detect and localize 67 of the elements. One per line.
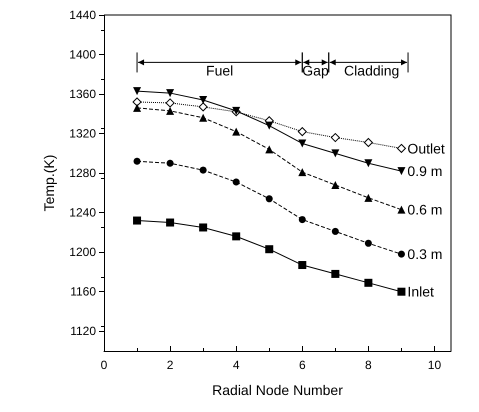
series-label: Inlet xyxy=(407,284,434,300)
point xyxy=(331,270,340,278)
point xyxy=(232,232,240,240)
y-tick-label: 1360 xyxy=(69,87,96,102)
point xyxy=(265,122,274,130)
point xyxy=(166,160,174,167)
series-label: 0.9 m xyxy=(407,163,442,180)
point xyxy=(166,98,175,108)
point xyxy=(364,138,373,147)
y-tick-label: 1160 xyxy=(70,284,96,299)
y-tick-label: 1400 xyxy=(69,48,96,62)
point xyxy=(265,245,274,254)
x-tick-label: 10 xyxy=(428,358,442,372)
point xyxy=(198,102,208,112)
y-tick-label: 1320 xyxy=(69,126,96,141)
point xyxy=(166,106,174,115)
point xyxy=(364,194,372,202)
point xyxy=(298,168,306,176)
point xyxy=(331,180,340,189)
point xyxy=(265,145,274,154)
x-axis-title: Radial Node Number xyxy=(212,382,344,398)
point xyxy=(298,139,306,148)
annotation: Gap xyxy=(302,62,329,78)
point xyxy=(298,127,307,136)
point xyxy=(364,159,372,168)
point xyxy=(364,240,372,247)
series-label: Outlet xyxy=(407,140,445,156)
point xyxy=(331,149,340,158)
point xyxy=(232,128,240,136)
point xyxy=(134,158,141,165)
point xyxy=(166,218,174,227)
point xyxy=(298,261,306,270)
point xyxy=(364,278,372,287)
point xyxy=(132,97,142,106)
y-tick-label: 1240 xyxy=(69,206,96,220)
point xyxy=(232,178,240,186)
y-tick-label: 1200 xyxy=(69,245,96,260)
point xyxy=(330,133,340,142)
y-tick-label: 1440 xyxy=(69,8,96,22)
point xyxy=(398,250,405,258)
point xyxy=(332,228,339,235)
x-tick-label: 4 xyxy=(232,358,240,372)
annotation: Cladding xyxy=(344,62,400,78)
annotation: Fuel xyxy=(206,62,234,78)
point xyxy=(397,206,406,214)
point xyxy=(396,144,406,153)
point xyxy=(397,288,406,296)
x-tick-label: 6 xyxy=(298,358,306,372)
point xyxy=(199,114,208,122)
point xyxy=(166,89,174,98)
x-tick-label: 2 xyxy=(166,358,174,372)
point xyxy=(199,223,208,232)
point xyxy=(298,216,306,224)
point xyxy=(133,216,142,225)
point xyxy=(266,195,273,202)
point xyxy=(397,167,406,176)
series-label: 0.6 m xyxy=(407,202,442,218)
point xyxy=(133,104,142,112)
point xyxy=(133,87,142,96)
y-tick-label: 1120 xyxy=(70,324,96,338)
point xyxy=(199,96,208,104)
y-axis-title: Temp.(K) xyxy=(41,154,57,212)
x-tick-label: 0 xyxy=(100,358,108,372)
x-tick-label: 8 xyxy=(365,358,372,372)
series-label: 0.3 m xyxy=(407,246,442,262)
point xyxy=(200,166,207,174)
y-tick-label: 1280 xyxy=(69,166,96,180)
